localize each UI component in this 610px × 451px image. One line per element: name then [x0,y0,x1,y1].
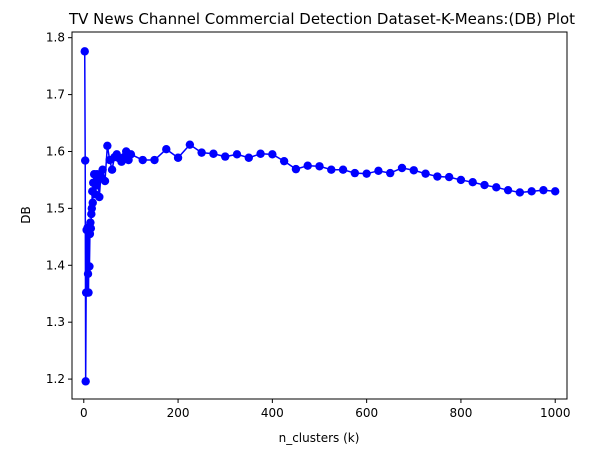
plot-area [80,47,560,386]
data-point [480,180,489,190]
data-point [433,172,442,181]
data-point [232,150,242,159]
x-tick-label: 1000 [540,406,571,420]
y-tick-label: 1.5 [46,201,65,215]
data-point [386,168,395,178]
data-point [100,176,110,186]
data-point [209,149,218,158]
data-point [126,150,136,159]
y-tick-label: 1.7 [46,88,65,102]
data-point [444,172,454,182]
y-tick-label: 1.2 [46,372,65,386]
data-point [503,185,513,195]
data-point [85,262,94,271]
data-point [185,140,195,149]
x-axis-label: n_clusters (k) [279,431,360,445]
data-point [221,152,230,161]
data-point [83,269,93,279]
data-point [150,155,159,165]
data-point [303,161,312,170]
data-point [81,156,90,165]
data-point [374,166,383,176]
data-point [197,148,206,157]
data-point [98,165,107,174]
chart-title: TV News Channel Commercial Detection Dat… [68,10,575,28]
data-point [338,165,348,174]
data-point [173,153,183,162]
data-point [409,166,418,175]
data-point [315,162,324,171]
y-axis-label: DB [19,206,33,223]
y-tick-label: 1.6 [46,144,65,158]
data-point [327,165,336,174]
data-point [527,187,536,196]
data-point [539,185,548,195]
data-point [162,145,171,154]
data-point [138,155,147,165]
data-point [256,149,265,158]
data-point [95,192,104,202]
data-point [80,47,89,56]
axes-frame [71,31,568,400]
data-point [279,156,289,166]
data-point [397,163,407,173]
data-point [84,288,93,297]
data-point [88,198,97,207]
data-point [268,150,277,159]
data-point [291,164,301,174]
data-point [421,169,430,178]
data-point [350,168,360,178]
y-tick-label: 1.4 [46,258,65,272]
x-tick-label: 0 [80,406,88,420]
data-point [456,175,466,185]
y-axis: 1.2 1.3 1.4 1.5 1.6 1.7 1.8 [46,31,72,386]
y-tick-label: 1.8 [46,31,65,45]
data-point [362,169,371,178]
data-point [515,188,525,197]
data-point [107,165,117,174]
data-point [551,187,560,196]
data-point [81,377,90,386]
data-point [492,183,501,192]
data-point [86,224,96,233]
x-tick-label: 400 [261,406,284,420]
data-point [244,153,253,162]
data-point [468,178,477,187]
x-tick-label: 200 [167,406,190,420]
x-tick-label: 600 [355,406,378,420]
data-point [103,141,112,150]
x-axis: 0 200 400 600 800 1000 [80,399,571,420]
x-tick-label: 800 [449,406,472,420]
y-tick-label: 1.3 [46,315,65,329]
